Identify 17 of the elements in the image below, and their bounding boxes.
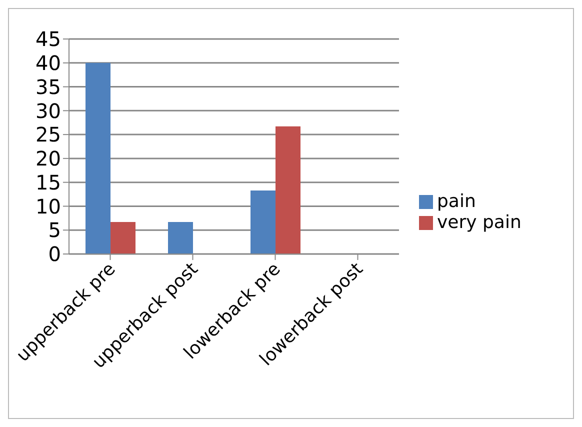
y-tick-label: 15 — [36, 170, 61, 194]
bar — [276, 126, 300, 254]
legend-label: pain — [437, 190, 476, 212]
bar — [86, 62, 110, 254]
y-tick-label: 0 — [48, 242, 61, 266]
y-tick-label: 35 — [36, 74, 61, 99]
y-tick-label: 10 — [36, 194, 61, 218]
y-tick-label: 20 — [36, 146, 61, 171]
bar — [110, 222, 136, 254]
y-tick-label: 45 — [36, 27, 61, 52]
y-tick-label: 30 — [36, 98, 61, 123]
y-tick-label: 25 — [36, 122, 61, 147]
y-tick-label: 5 — [48, 218, 61, 242]
y-tick-label: 40 — [36, 50, 61, 75]
bar — [168, 222, 193, 254]
bar — [250, 190, 276, 254]
legend-label: very pain — [437, 212, 522, 232]
